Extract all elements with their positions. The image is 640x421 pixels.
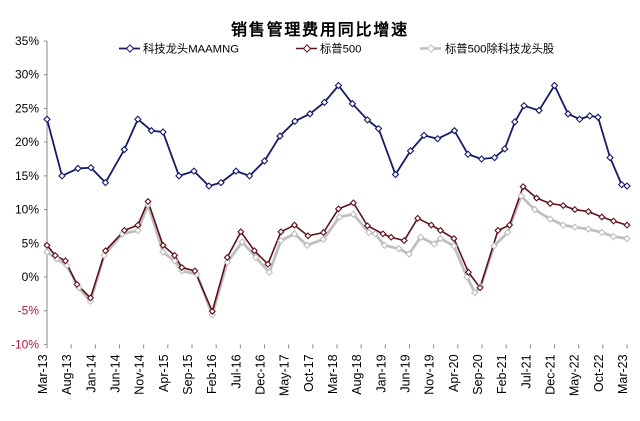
svg-text:25%: 25% [15, 101, 39, 115]
svg-text:标普500: 标普500 [320, 42, 361, 56]
svg-text:Sep-15: Sep-15 [181, 354, 195, 394]
svg-text:0%: 0% [22, 270, 40, 284]
svg-text:15%: 15% [15, 169, 39, 183]
svg-text:20%: 20% [15, 135, 39, 149]
svg-text:Jul-16: Jul-16 [229, 354, 243, 388]
svg-text:Apr-15: Apr-15 [157, 354, 171, 392]
svg-text:Feb-21: Feb-21 [495, 354, 509, 394]
svg-text:Sep-20: Sep-20 [471, 354, 485, 394]
svg-text:Jun-19: Jun-19 [399, 354, 413, 392]
svg-text:Dec-21: Dec-21 [544, 354, 558, 394]
svg-text:Mar-18: Mar-18 [326, 354, 340, 394]
svg-text:5%: 5% [22, 236, 40, 250]
svg-text:Aug-13: Aug-13 [60, 354, 74, 394]
svg-text:Dec-16: Dec-16 [254, 354, 268, 394]
svg-text:10%: 10% [15, 203, 39, 217]
svg-text:Mar-23: Mar-23 [616, 354, 630, 394]
svg-text:Aug-18: Aug-18 [350, 354, 364, 394]
svg-text:Jan-19: Jan-19 [374, 354, 388, 392]
svg-text:Oct-22: Oct-22 [592, 354, 606, 392]
svg-text:Feb-16: Feb-16 [205, 354, 219, 394]
svg-text:30%: 30% [15, 68, 39, 82]
svg-text:Oct-17: Oct-17 [302, 354, 316, 392]
svg-text:Jun-14: Jun-14 [109, 354, 123, 392]
svg-text:Apr-20: Apr-20 [447, 354, 461, 392]
svg-text:Mar-13: Mar-13 [36, 354, 50, 394]
svg-text:Nov-14: Nov-14 [133, 354, 147, 394]
svg-text:标普500除科技龙头股: 标普500除科技龙头股 [445, 42, 554, 56]
svg-text:May-17: May-17 [278, 354, 292, 396]
svg-text:-5%: -5% [18, 304, 40, 318]
svg-text:Nov-19: Nov-19 [423, 354, 437, 394]
svg-text:Jul-21: Jul-21 [519, 354, 533, 388]
svg-text:Jan-14: Jan-14 [84, 354, 98, 392]
svg-text:-10%: -10% [11, 337, 39, 351]
svg-text:科技龙头MAAMNG: 科技龙头MAAMNG [143, 42, 239, 56]
svg-text:May-22: May-22 [568, 354, 582, 396]
